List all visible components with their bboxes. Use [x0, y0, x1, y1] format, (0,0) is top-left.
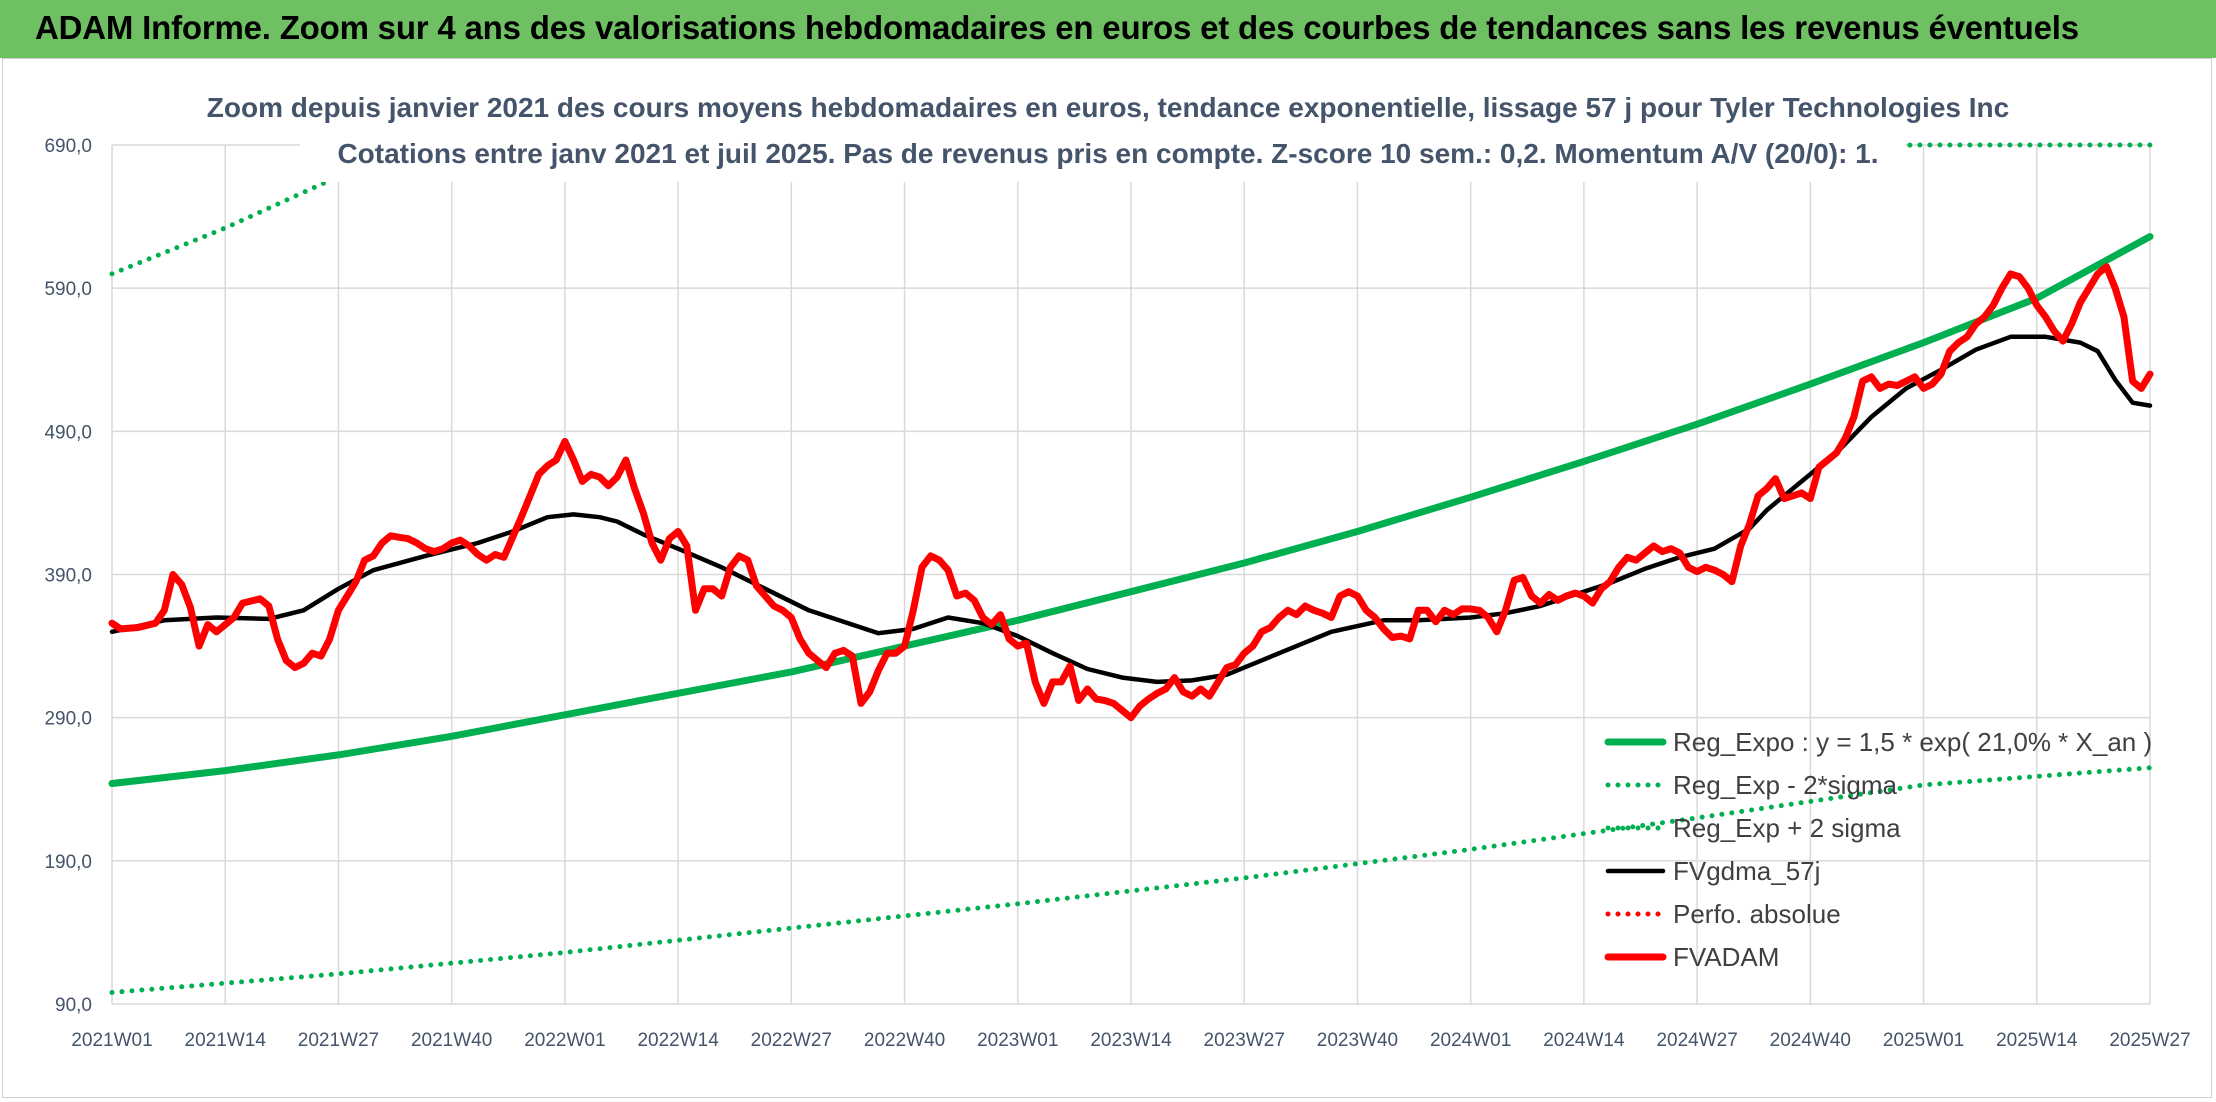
chart-subtitle: Cotations entre janv 2021 et juil 2025. … — [337, 138, 1878, 169]
x-tick-label: 2021W40 — [411, 1030, 492, 1051]
x-tick-label: 2022W01 — [524, 1030, 605, 1051]
y-tick-label: 690,0 — [44, 136, 92, 157]
title-background — [300, 82, 1905, 182]
y-tick-label: 590,0 — [44, 279, 92, 300]
x-tick-label: 2023W40 — [1317, 1030, 1398, 1051]
report-title: ADAM Informe. Zoom sur 4 ans des valoris… — [35, 9, 2079, 46]
x-tick-label: 2025W01 — [1883, 1030, 1964, 1051]
y-tick-label: 290,0 — [44, 709, 92, 730]
legend-entry: FVADAM — [1673, 942, 1779, 972]
y-axis-ticks: 90,0 190,0 290,0 390,0 490,0 590,0 690,0 — [44, 136, 92, 1016]
x-tick-label: 2023W14 — [1090, 1030, 1172, 1051]
header-banner: ADAM Informe. Zoom sur 4 ans des valoris… — [0, 0, 2216, 58]
y-tick-label: 190,0 — [44, 852, 92, 873]
x-tick-label: 2021W27 — [298, 1030, 379, 1051]
chart-title: Zoom depuis janvier 2021 des cours moyen… — [207, 92, 2009, 123]
x-tick-label: 2021W01 — [71, 1030, 152, 1051]
series-line-3 — [109, 334, 2153, 685]
y-tick-label: 90,0 — [55, 995, 92, 1016]
grid — [111, 144, 2151, 1005]
legend-entry: Reg_Exp - 2*sigma — [1673, 770, 1898, 800]
series-line-5 — [108, 263, 2154, 722]
x-tick-label: 2023W01 — [977, 1030, 1058, 1051]
x-tick-label: 2022W40 — [864, 1030, 945, 1051]
x-tick-label: 2024W27 — [1656, 1030, 1737, 1051]
x-tick-label: 2022W14 — [637, 1030, 719, 1051]
legend-entry: Reg_Expo : y = 1,5 * exp( 21,0% * X_an ) — [1673, 727, 2152, 757]
legend-entry: FVgdma_57j — [1673, 856, 1820, 886]
x-tick-label: 2021W14 — [185, 1030, 267, 1051]
legend-entry: Reg_Exp + 2 sigma — [1673, 813, 1901, 843]
x-tick-label: 2024W40 — [1770, 1030, 1851, 1051]
y-tick-label: 490,0 — [44, 422, 92, 443]
legend-entry: Perfo. absolue — [1673, 899, 1841, 929]
y-tick-label: 390,0 — [44, 566, 92, 587]
chart-frame — [2, 58, 2212, 1098]
x-tick-label: 2025W14 — [1996, 1030, 2078, 1051]
x-axis-ticks: 2021W01 2021W14 2021W27 2021W40 2022W01 2022W… — [71, 1030, 2190, 1051]
series-line-1 — [109, 765, 2153, 995]
legend: Reg_Expo : y = 1,5 * exp( 21,0% * X_an )… — [1604, 727, 2152, 972]
x-tick-label: 2024W01 — [1430, 1030, 1511, 1051]
x-tick-label: 2023W27 — [1204, 1030, 1285, 1051]
x-tick-label: 2024W14 — [1543, 1030, 1625, 1051]
series-line-0 — [108, 233, 2154, 787]
x-tick-label: 2022W27 — [751, 1030, 832, 1051]
x-tick-label: 2025W27 — [2109, 1030, 2190, 1051]
